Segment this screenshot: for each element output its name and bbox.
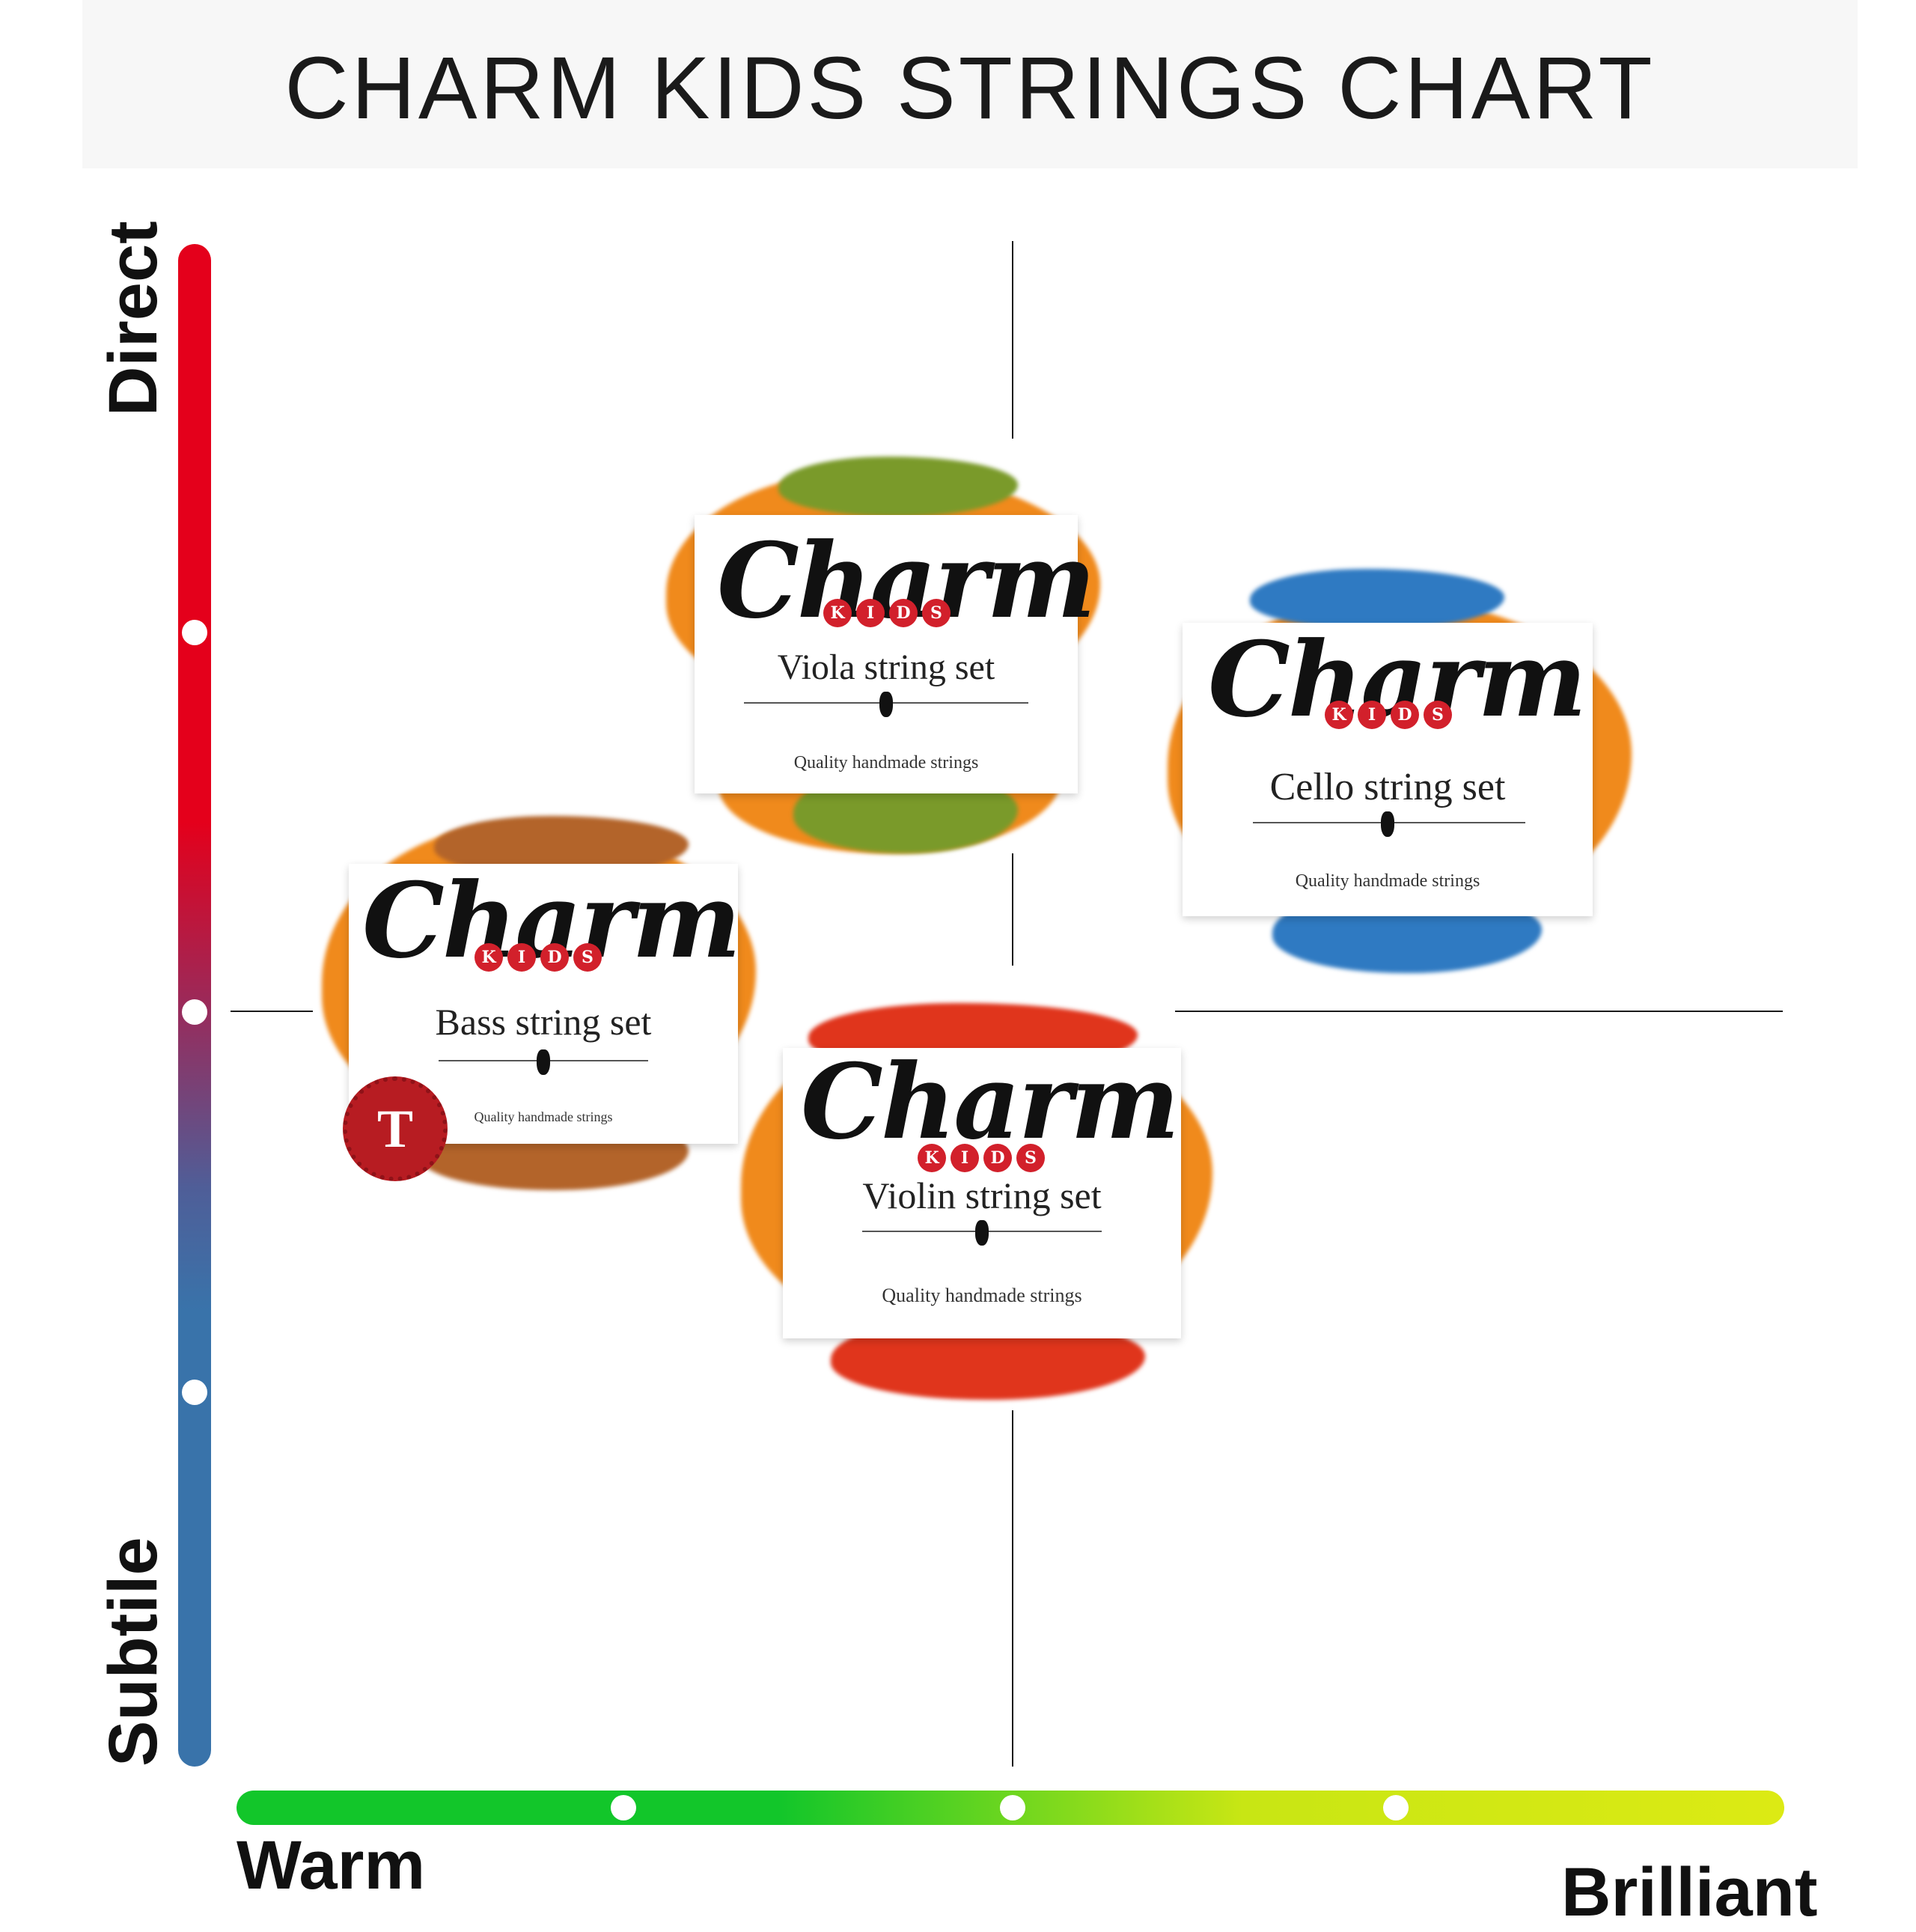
violin-tagline: Quality handmade strings	[882, 1285, 1082, 1306]
axis-label-subtile: Subtile	[95, 1537, 171, 1767]
viola-tagline: Quality handmade strings	[793, 753, 979, 773]
bass-instrument-icon	[537, 1049, 550, 1075]
axis-label-brilliant: Brilliant	[1561, 1854, 1818, 1931]
kids-letter: D	[983, 1144, 1012, 1172]
violin-set-name: Violin string set	[862, 1174, 1102, 1216]
axis-label-warm: Warm	[237, 1827, 426, 1904]
bass-tagline: Quality handmade strings	[474, 1109, 613, 1124]
cello-splash-accent	[1250, 569, 1504, 629]
axis-dot	[1000, 1795, 1025, 1820]
kids-letter: S	[573, 943, 602, 972]
axis-dot	[182, 1380, 207, 1405]
bass-set-name: Bass string set	[435, 1001, 652, 1043]
axis-dot	[1383, 1795, 1409, 1820]
axis-dot	[182, 999, 207, 1025]
viola-set-name: Viola string set	[777, 647, 995, 687]
axis-dot	[611, 1795, 636, 1820]
viola-splash-accent	[778, 457, 1018, 516]
kids-letter: S	[1424, 701, 1452, 729]
cello-set-name: Cello string set	[1269, 766, 1506, 808]
chart-point-viola: Charm K I D S Viola string set Quality h…	[659, 457, 1108, 861]
violin-card: Charm K I D S Violin string set Quality …	[783, 1040, 1181, 1338]
violin-brand: Charm	[801, 1040, 1180, 1162]
cello-tagline: Quality handmade strings	[1295, 871, 1480, 891]
quadrant-line-bottom	[1012, 1410, 1013, 1767]
chart-point-bass: Charm K I D S Bass string set Quality ha…	[314, 801, 778, 1198]
kids-letter: D	[1391, 701, 1419, 729]
kids-letter: D	[540, 943, 569, 972]
tungsten-seal: T	[343, 1076, 448, 1181]
kids-letter: I	[951, 1144, 979, 1172]
viola-instrument-icon	[879, 692, 893, 717]
chart-point-cello: Charm K I D S Cello string set Quality h…	[1160, 554, 1647, 988]
kids-letter: S	[922, 599, 951, 627]
cello-kids-badges: K I D S	[1325, 701, 1452, 729]
kids-letter: K	[1325, 701, 1353, 729]
title-bar: CHARM KIDS STRINGS CHART	[82, 0, 1858, 168]
chart-title: CHARM KIDS STRINGS CHART	[284, 38, 1656, 138]
kids-letter: I	[856, 599, 885, 627]
violin-kids-badges: K I D S	[918, 1144, 1045, 1172]
cello-card: Charm K I D S Cello string set Quality h…	[1183, 618, 1593, 916]
tungsten-seal-letter: T	[376, 1098, 414, 1159]
kids-letter: I	[1358, 701, 1386, 729]
kids-letter: I	[507, 943, 536, 972]
kids-letter: K	[823, 599, 852, 627]
violin-instrument-icon	[975, 1220, 989, 1246]
kids-letter: K	[918, 1144, 946, 1172]
viola-card: Charm K I D S Viola string set Quality h…	[695, 515, 1096, 793]
kids-letter: S	[1016, 1144, 1045, 1172]
kids-letter: K	[475, 943, 503, 972]
axis-label-direct: Direct	[95, 221, 171, 416]
quadrant-line-middle	[1012, 853, 1013, 966]
kids-letter: D	[889, 599, 918, 627]
quadrant-line-top	[1012, 241, 1013, 439]
quadrant-line-right	[1175, 1011, 1783, 1012]
viola-kids-badges: K I D S	[823, 599, 951, 627]
axis-dot	[182, 620, 207, 645]
chart-point-violin: Charm K I D S Violin string set Quality …	[733, 988, 1227, 1415]
bass-card: Charm K I D S Bass string set Quality ha…	[349, 859, 741, 1144]
cello-instrument-icon	[1381, 811, 1394, 837]
quadrant-line-left	[231, 1011, 313, 1012]
bass-kids-badges: K I D S	[475, 943, 602, 972]
